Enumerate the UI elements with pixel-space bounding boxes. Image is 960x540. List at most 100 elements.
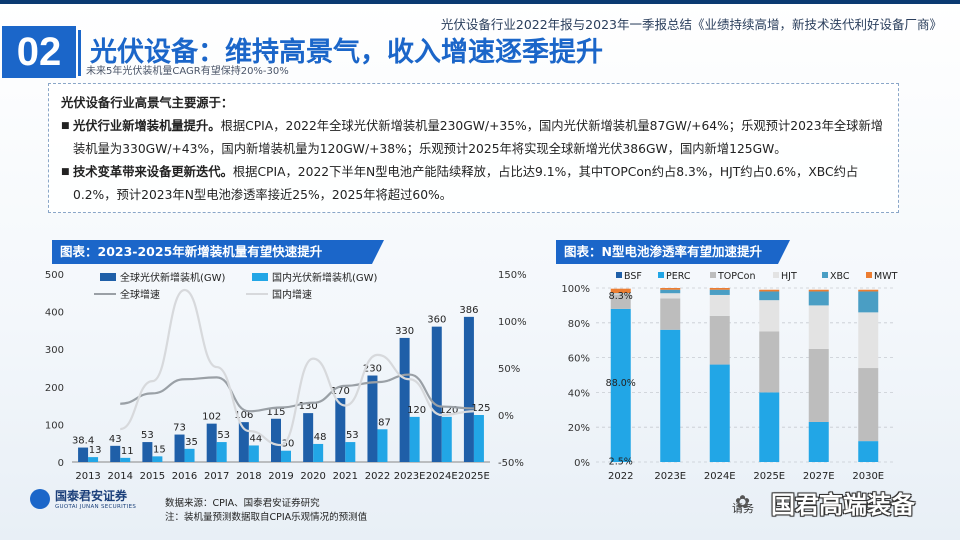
legend-swatch	[100, 273, 116, 281]
stack-segment	[709, 288, 730, 290]
data-label-domestic: 87	[378, 417, 391, 428]
bar-global	[463, 316, 474, 462]
bar-domestic	[216, 442, 227, 462]
top-rule	[0, 0, 960, 4]
legend-label: MWT	[874, 271, 898, 282]
summary-intro: 光伏设备行业高景气主要源于：	[61, 96, 234, 110]
bar-global	[367, 375, 378, 462]
stack-segment	[759, 392, 780, 462]
x-tick-label: 2021	[333, 471, 358, 482]
data-label-domestic: 53	[217, 430, 230, 441]
bar-global	[142, 442, 153, 462]
legend-label: XBC	[830, 271, 850, 282]
bar-domestic	[473, 415, 484, 462]
legend-label: 国内增速	[272, 288, 312, 301]
stack-segment	[709, 364, 730, 462]
stack-segment	[610, 308, 631, 462]
stack-segment	[858, 291, 879, 313]
bullet-text: 根据CPIA，2022年全球光伏新增装机量230GW/+35%，国内光伏新增装机…	[73, 119, 884, 156]
x-tick-label: 2013	[75, 471, 100, 482]
stack-segment	[759, 289, 780, 292]
y-tick-label: 80%	[568, 319, 590, 330]
bar-domestic	[377, 429, 388, 462]
data-label-global: 230	[363, 364, 382, 375]
bar-domestic	[345, 442, 356, 462]
data-label-global: 102	[202, 412, 221, 423]
x-tick-label: 2022	[608, 471, 633, 482]
data-label-domestic: 53	[346, 430, 359, 441]
y-tick-label: 100	[45, 420, 64, 431]
data-label-global: 130	[299, 401, 318, 412]
x-tick-label: 2025E	[753, 471, 785, 482]
x-tick-label: 2022	[365, 471, 390, 482]
bar-global	[271, 418, 281, 462]
data-label: 88.0%	[606, 378, 636, 389]
stack-segment	[610, 288, 631, 294]
x-tick-label: 2023E	[394, 471, 426, 482]
page-subtitle: 未来5年光伏装机量CAGR有望保持20%-30%	[86, 66, 289, 77]
n-type-penetration-chart: 0% 20% 40% 60% 80% 100% 2022 2023E 2024E 2025E 202…	[561, 271, 898, 482]
legend-swatch	[252, 273, 268, 281]
bar-global	[431, 326, 442, 462]
stack-segment	[610, 293, 631, 295]
stack-segment	[808, 421, 829, 462]
stack-segment	[808, 348, 829, 422]
stack-segment	[858, 368, 879, 442]
x-tick-label: 2027E	[803, 471, 835, 482]
bar-domestic	[409, 416, 420, 462]
bar-global	[303, 413, 314, 462]
bar-global	[110, 445, 121, 462]
legend-swatch	[866, 272, 872, 278]
legend-label: PERC	[666, 271, 691, 282]
data-label-global: 43	[109, 434, 122, 445]
stack-segment	[709, 315, 730, 365]
y-tick-label: 400	[45, 308, 64, 319]
data-label-domestic: 125	[471, 403, 490, 414]
legend-label: 全球增速	[120, 288, 160, 301]
x-tick-label: 2025E	[458, 471, 490, 482]
y-tick-label: 0%	[574, 458, 590, 469]
bullet-heading: 光伏行业新增装机量提升。	[73, 119, 221, 133]
stack-segment	[660, 288, 681, 290]
bar-global	[238, 422, 249, 462]
document-title: 光伏设备行业2022年报与2023年一季报总结《业绩持续高增，新技术迭代利好设备…	[440, 17, 942, 32]
bar-domestic	[281, 450, 291, 462]
page-title: 光伏设备：维持高景气，收入增速逐季提升	[90, 37, 603, 68]
y-tick-label: 200	[45, 383, 64, 394]
bullet-text: 根据CPIA，2022下半年N型电池产能陆续释放，占比达9.1%，其中TOPCo…	[73, 165, 859, 202]
legend-label: TOPCon	[717, 271, 755, 282]
data-label-domestic: 15	[153, 444, 166, 455]
bullet-square-icon: ■	[61, 167, 70, 177]
y2-tick-label: 0%	[498, 411, 514, 422]
y2-tick-label: 50%	[498, 364, 520, 375]
data-label: 8.3%	[609, 291, 633, 302]
y-tick-label: 0	[58, 458, 64, 469]
source-note: 数据来源：CPIA、国泰君安证券研究	[165, 498, 320, 509]
stack-segment	[808, 291, 829, 306]
stack-segment	[759, 300, 780, 332]
data-label-domestic: 11	[121, 446, 134, 457]
bar-domestic	[313, 443, 324, 462]
stack-segment	[858, 441, 879, 462]
bar-domestic	[184, 448, 195, 462]
stack-segment	[759, 291, 780, 301]
x-tick-label: 2016	[172, 471, 197, 482]
stack-segment	[660, 329, 681, 462]
legend-swatch	[822, 272, 828, 278]
x-tick-label: 2020	[300, 471, 325, 482]
installations-chart: 0 100 200 300 400 500 -50% 0% 50% 100% 150% 38.413 2…	[45, 270, 527, 482]
summary-box: 光伏设备行业高景气主要源于： ■ 光伏行业新增装机量提升。根据CPIA，2022…	[48, 83, 899, 213]
data-label-domestic: 48	[314, 432, 327, 443]
stack-segment	[660, 289, 681, 294]
bar-global	[78, 447, 89, 462]
y-tick-label: 100%	[561, 284, 590, 295]
x-tick-label: 2017	[204, 471, 229, 482]
disclaimer-fragment: 请务	[732, 502, 754, 515]
data-label-domestic: 30	[282, 439, 295, 450]
stack-segment	[759, 331, 780, 393]
y2-tick-label: -50%	[498, 458, 524, 469]
bar-domestic	[248, 445, 259, 462]
data-label-domestic: 120	[439, 405, 458, 416]
growth-line	[119, 288, 474, 447]
data-label-global: 360	[427, 315, 446, 326]
